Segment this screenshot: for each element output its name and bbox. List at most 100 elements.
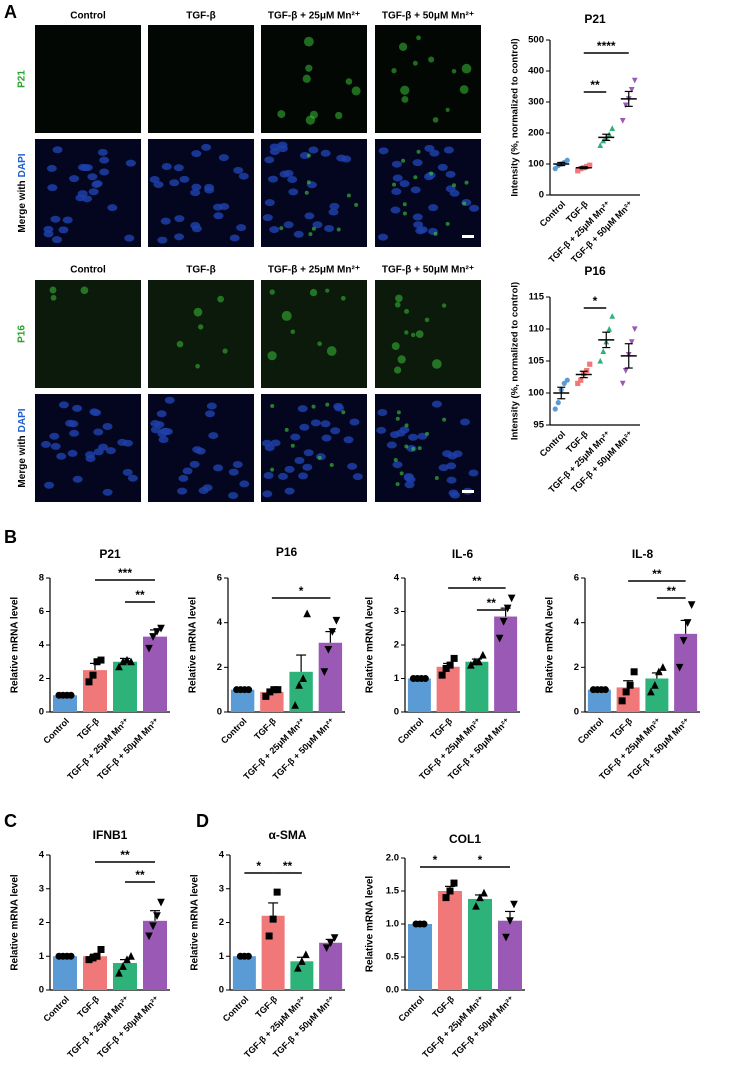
green-signal xyxy=(462,201,467,206)
x-tick-label: TGF-β xyxy=(75,716,101,742)
data-point xyxy=(587,361,593,367)
green-signal xyxy=(394,301,401,308)
data-point xyxy=(659,663,667,671)
micrograph-stain xyxy=(148,280,254,388)
green-signal xyxy=(336,227,341,232)
nucleus xyxy=(206,402,217,410)
nucleus xyxy=(428,204,439,212)
scale-bar xyxy=(462,235,474,238)
chart-title: COL1 xyxy=(449,832,481,846)
nucleus xyxy=(264,156,275,164)
data-point xyxy=(507,594,516,603)
nucleus xyxy=(452,450,463,458)
nucleus xyxy=(182,467,193,475)
green-signal xyxy=(412,60,418,66)
green-signal xyxy=(340,295,346,301)
data-point xyxy=(273,888,281,896)
bar xyxy=(261,915,285,990)
green-signal xyxy=(416,35,421,41)
data-point xyxy=(119,962,127,970)
nucleus xyxy=(72,404,83,412)
significance-label: * xyxy=(299,584,304,598)
y-tick-label: 4 xyxy=(574,617,580,628)
nucleus xyxy=(415,227,426,235)
nucleus xyxy=(201,143,212,151)
nucleus xyxy=(446,462,457,470)
green-signal xyxy=(424,317,430,323)
y-tick-label: 0 xyxy=(217,707,222,718)
bar xyxy=(645,678,669,712)
data-point xyxy=(89,671,97,679)
significance-label: ** xyxy=(135,868,145,882)
bar xyxy=(438,891,462,990)
green-signal xyxy=(452,183,457,188)
nucleus xyxy=(391,188,402,196)
nucleus xyxy=(190,189,201,197)
panel-label: D xyxy=(196,811,209,831)
nucleus xyxy=(58,226,69,234)
green-signal xyxy=(311,404,316,409)
column-header: TGF-β xyxy=(186,11,215,22)
merge-label: Merge with xyxy=(17,435,28,487)
x-tick-label: Control xyxy=(396,994,426,1024)
nucleus xyxy=(173,164,184,172)
nucleus xyxy=(92,180,103,188)
green-signal xyxy=(404,423,409,428)
nucleus xyxy=(158,436,169,444)
nucleus xyxy=(191,225,202,233)
green-signal xyxy=(445,221,450,226)
green-signal xyxy=(329,463,334,468)
significance-label: ** xyxy=(667,584,677,598)
data-point xyxy=(679,637,688,645)
micrograph-stain xyxy=(261,280,367,388)
chart-title: P21 xyxy=(584,12,606,26)
y-tick-label: 3 xyxy=(394,606,399,617)
nucleus xyxy=(52,146,63,154)
nucleus xyxy=(310,419,321,427)
green-signal xyxy=(50,294,57,301)
nucleus xyxy=(213,212,224,220)
green-signal xyxy=(80,286,89,295)
nucleus xyxy=(283,221,294,229)
green-signal xyxy=(429,171,434,176)
nucleus xyxy=(438,464,449,472)
nucleus xyxy=(204,186,215,194)
y-tick-label: 2 xyxy=(574,662,579,673)
row-label: Merge with DAPI xyxy=(17,153,28,232)
bar xyxy=(53,695,77,712)
nucleus xyxy=(164,396,175,404)
y-axis-label: Intensity (%, normalized to control) xyxy=(510,38,521,196)
green-signal xyxy=(317,455,322,460)
significance-label: ** xyxy=(590,78,600,92)
data-point xyxy=(145,644,153,653)
data-point xyxy=(153,912,161,920)
nucleus xyxy=(178,474,189,482)
nucleus xyxy=(424,144,435,152)
data-point xyxy=(555,400,561,406)
column-header: TGF-β + 25μM Mn²⁺ xyxy=(268,11,360,22)
green-signal xyxy=(290,329,296,335)
data-point xyxy=(609,125,616,131)
nucleus xyxy=(352,473,363,481)
nucleus xyxy=(219,202,230,210)
nucleus xyxy=(404,481,415,489)
bar xyxy=(498,920,522,990)
nucleus xyxy=(52,236,63,244)
nucleus xyxy=(124,234,135,242)
nucleus xyxy=(445,170,456,178)
data-point xyxy=(647,687,655,696)
nucleus xyxy=(107,204,118,212)
chart-title: α-SMA xyxy=(268,828,306,842)
column-header: TGF-β + 25μM Mn²⁺ xyxy=(268,265,360,276)
green-signal xyxy=(279,226,284,231)
x-tick-label: Control xyxy=(41,716,71,746)
green-signal xyxy=(354,202,359,207)
green-signal xyxy=(391,342,400,351)
nucleus xyxy=(122,468,133,476)
data-point xyxy=(609,313,616,319)
bar xyxy=(319,942,343,990)
micrograph-merge xyxy=(148,139,254,247)
bar xyxy=(494,616,518,712)
bar xyxy=(674,633,698,712)
y-tick-label: 2 xyxy=(217,662,222,673)
